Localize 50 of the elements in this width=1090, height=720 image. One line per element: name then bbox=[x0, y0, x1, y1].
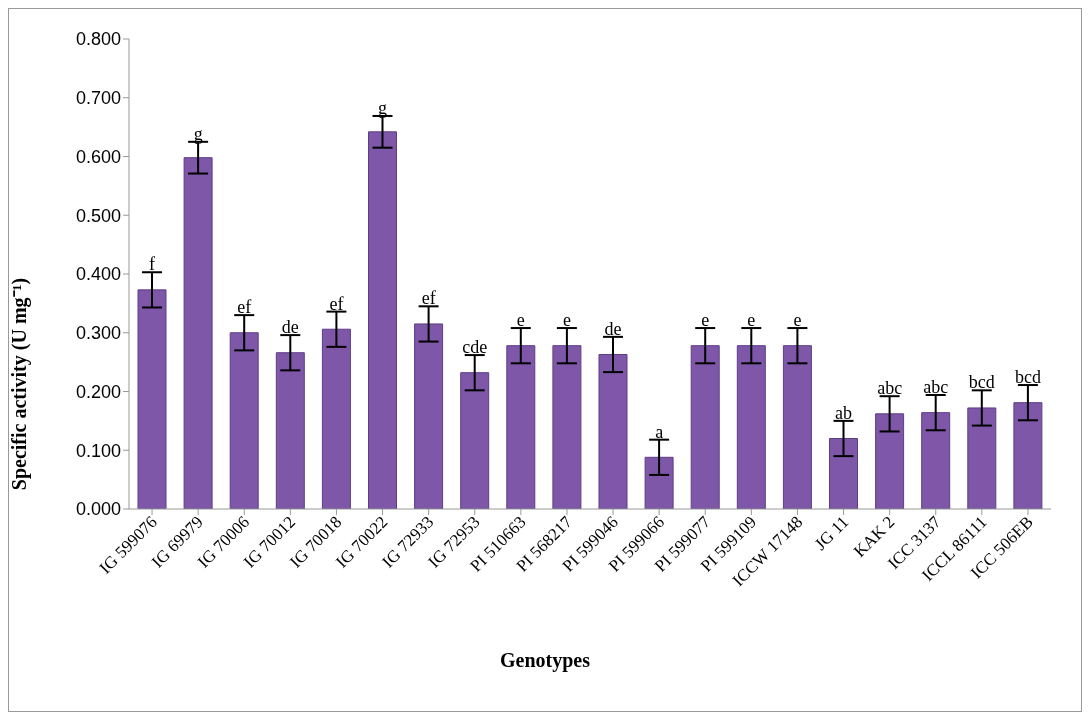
annotation: de bbox=[604, 318, 622, 339]
annotation: abc bbox=[923, 377, 949, 398]
y-tick-label: 0.000 bbox=[75, 499, 121, 520]
bar bbox=[552, 345, 582, 509]
annotation: bcd bbox=[1014, 367, 1041, 388]
y-tick-label: 0.100 bbox=[75, 440, 121, 461]
y-tick-label: 0.700 bbox=[75, 88, 121, 109]
annotation: e bbox=[793, 310, 802, 331]
x-axis-title: Genotypes bbox=[499, 649, 591, 672]
bar bbox=[183, 157, 213, 509]
annotation: e bbox=[516, 310, 525, 331]
bar bbox=[229, 332, 259, 509]
bar bbox=[875, 413, 905, 509]
annotation: ef bbox=[237, 297, 252, 318]
y-tick-label: 0.200 bbox=[75, 381, 121, 402]
bar bbox=[460, 372, 490, 509]
bar bbox=[275, 352, 305, 509]
bar bbox=[967, 407, 997, 509]
annotation: ef bbox=[329, 293, 344, 314]
bar bbox=[598, 353, 628, 509]
bar bbox=[414, 323, 444, 509]
bar bbox=[921, 412, 951, 509]
x-tick-label: JG 11 bbox=[811, 512, 853, 554]
annotation: abc bbox=[877, 378, 903, 399]
annotation: ab bbox=[835, 402, 853, 423]
bar bbox=[736, 345, 766, 509]
y-tick-label: 0.400 bbox=[75, 264, 121, 285]
bar bbox=[137, 289, 167, 509]
bar bbox=[829, 438, 858, 509]
annotation: e bbox=[562, 310, 571, 331]
bar bbox=[782, 345, 812, 509]
bar bbox=[368, 131, 397, 509]
bar bbox=[644, 456, 674, 509]
annotation: cde bbox=[462, 337, 488, 358]
annotation: a bbox=[655, 421, 664, 442]
y-tick-label: 0.300 bbox=[75, 323, 121, 344]
bar bbox=[506, 345, 536, 509]
annotation: bcd bbox=[968, 372, 995, 393]
y-axis-title: Specific activity (U mg⁻¹) bbox=[8, 277, 32, 491]
annotation: f bbox=[149, 254, 156, 275]
annotation: de bbox=[281, 317, 299, 338]
bar bbox=[321, 328, 351, 509]
bar bbox=[690, 345, 720, 509]
y-tick-label: 0.500 bbox=[75, 205, 121, 226]
annotation: ef bbox=[421, 288, 436, 309]
y-tick-label: 0.800 bbox=[75, 29, 121, 50]
annotation: e bbox=[747, 310, 756, 331]
y-tick-label: 0.600 bbox=[75, 146, 121, 167]
annotation: e bbox=[701, 310, 710, 331]
bar bbox=[1013, 402, 1043, 509]
